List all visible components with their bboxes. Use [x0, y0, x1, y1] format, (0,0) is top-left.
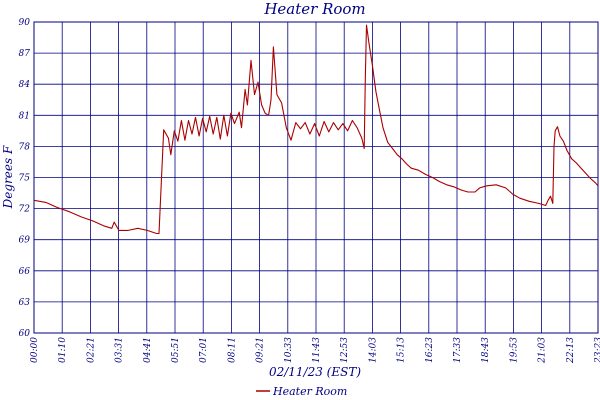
- x-tick-labels: 00:00 01:10 02:21 03:31 04:41 05:51 07:01 08:11…: [30, 337, 600, 364]
- x-tick-label: 14:03: [368, 337, 378, 363]
- y-tick-label: 72: [19, 205, 31, 215]
- x-tick-label: 04:41: [143, 337, 153, 363]
- x-tick-label: 15:13: [397, 337, 407, 363]
- legend-label: Heater Room: [272, 385, 347, 398]
- y-tick-label: 69: [19, 236, 31, 246]
- y-tick-label: 75: [19, 174, 31, 184]
- y-tick-label: 81: [19, 111, 30, 121]
- y-tick-label: 84: [19, 80, 31, 90]
- legend: Heater Room: [256, 385, 347, 398]
- x-tick-label: 02:21: [86, 337, 96, 363]
- y-axis-label: Degrees F: [1, 145, 15, 209]
- x-tick-label: 01:10: [58, 337, 68, 363]
- grid: [33, 21, 599, 334]
- x-tick-label: 09:21: [256, 337, 266, 363]
- x-tick-label: 21:03: [538, 337, 548, 364]
- x-tick-label: 00:00: [30, 337, 40, 363]
- x-tick-label: 03:31: [115, 337, 125, 363]
- x-tick-label: 10:33: [284, 337, 294, 363]
- x-tick-label: 12:53: [340, 337, 350, 363]
- y-tick-labels: 60 63 66 69 72 75 78 81 84 87 90: [19, 18, 31, 339]
- x-tick-label: 19:53: [509, 337, 519, 363]
- x-tick-label: 17:33: [453, 337, 463, 363]
- series-layer: [33, 24, 599, 235]
- series-line-0: [33, 24, 599, 235]
- x-tick-label: 18:43: [481, 337, 491, 363]
- y-tick-label: 66: [19, 267, 31, 277]
- x-tick-label: 11:43: [312, 337, 322, 363]
- y-tick-label: 78: [19, 142, 31, 152]
- y-tick-label: 90: [19, 18, 31, 28]
- x-tick-label: 16:23: [425, 337, 435, 363]
- x-tick-label: 22:13: [566, 337, 576, 364]
- x-tick-label: 05:51: [171, 337, 181, 363]
- x-axis-label: 02/11/23 (EST): [269, 365, 361, 379]
- x-tick-label: 08:11: [227, 337, 237, 363]
- x-tick-label: 23:23: [594, 337, 600, 364]
- x-tick-label: 07:01: [199, 337, 209, 363]
- y-tick-label: 87: [19, 49, 31, 59]
- y-tick-label: 60: [19, 329, 31, 339]
- y-tick-label: 63: [19, 298, 31, 308]
- chart-title: Heater Room: [263, 0, 365, 18]
